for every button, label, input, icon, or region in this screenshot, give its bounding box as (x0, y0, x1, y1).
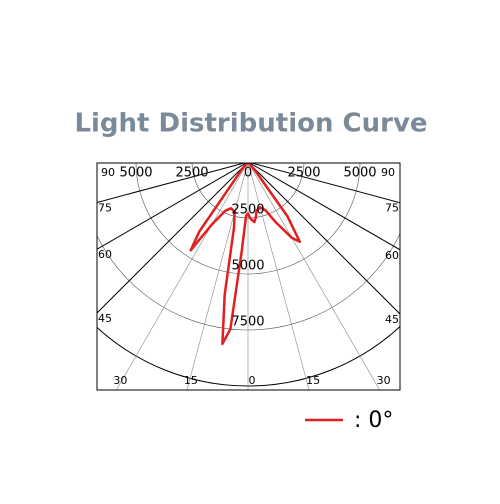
angle-line (186, 163, 249, 390)
distribution-curve (189, 163, 302, 346)
angle-tick-label: 75 (385, 202, 399, 215)
angle-line (116, 163, 248, 390)
angle-line (248, 163, 400, 315)
labels: 0 2500 2500 2500 5000 5000 5000 7500 90 90 75 75 60 6… (98, 166, 399, 388)
angle-tick-label: 15 (184, 374, 198, 387)
angle-tick-label: 30 (377, 374, 391, 387)
angle-line (248, 163, 380, 390)
r-tick-label: 5000 (119, 166, 152, 181)
angle-line (97, 163, 248, 314)
angle-tick-label: 15 (306, 374, 320, 387)
angle-tick-label: 45 (385, 313, 399, 326)
angle-tick-label: 30 (113, 374, 127, 387)
angle-tick-label: 90 (381, 166, 395, 179)
angle-tick-label: 60 (98, 248, 112, 261)
r-tick-label: 5000 (343, 166, 376, 181)
angle-line (247, 163, 310, 390)
chart-title: Light Distribution Curve (74, 109, 427, 139)
angle-tick-label: 0 (249, 374, 256, 387)
legend-label: : 0° (354, 408, 393, 433)
angle-tick-label: 75 (98, 201, 112, 214)
angle-line (248, 163, 400, 251)
r-tick-label: 5000 (231, 259, 264, 274)
angle-tick-label: 90 (101, 166, 115, 179)
r-tick-label: 2500 (231, 203, 264, 218)
angle-tick-label: 60 (385, 249, 399, 262)
r-tick-label: 0 (244, 166, 252, 181)
angle-tick-label: 45 (98, 312, 112, 325)
angle-line (97, 163, 247, 203)
angle-line (97, 163, 248, 250)
plot-area (97, 163, 400, 390)
frame (96, 162, 401, 391)
angle-line (249, 163, 400, 204)
r-tick-label: 2500 (175, 166, 208, 181)
r-tick-label: 7500 (231, 315, 264, 330)
r-tick-label: 2500 (287, 166, 320, 181)
